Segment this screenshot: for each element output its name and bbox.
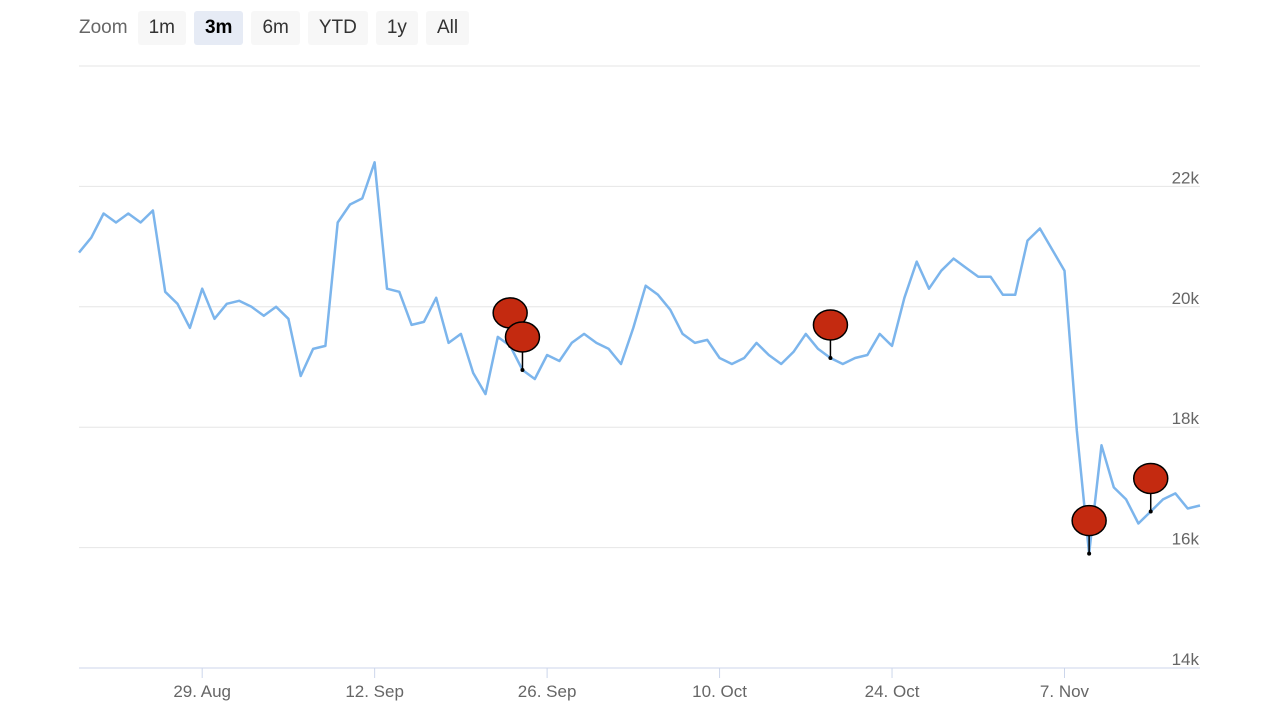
y-tick-label: 18k (1172, 409, 1200, 428)
flag-marker (504, 321, 541, 373)
x-tick-label: 24. Oct (865, 682, 920, 701)
zoom-ytd-button[interactable]: YTD (307, 11, 368, 45)
zoom-6m-button[interactable]: 6m (251, 11, 300, 45)
flag-head (1132, 462, 1169, 495)
flag-head (1071, 504, 1107, 537)
range-selector: Zoom 1m 3m 6m YTD 1y All (79, 10, 477, 46)
axes: 14k 16k 18k 20k 22k 29. Aug 12. Sep 26. Sep 10. … (79, 168, 1200, 701)
flag-anchor (828, 355, 833, 360)
y-tick-label: 20k (1172, 289, 1200, 308)
price-series (78, 161, 1201, 555)
x-tick-label: 29. Aug (173, 682, 231, 701)
flag-marker (812, 309, 849, 360)
flag-markers (492, 297, 1169, 556)
zoom-3m-button[interactable]: 3m (193, 11, 244, 45)
flag-head (812, 309, 849, 341)
y-tick-label: 22k (1172, 168, 1200, 187)
flag-marker (1132, 462, 1169, 514)
flag-anchor (1087, 551, 1092, 556)
price-line (78, 161, 1201, 555)
zoom-1m-button[interactable]: 1m (137, 11, 186, 45)
x-tick-label: 12. Sep (345, 682, 404, 701)
flag-marker (1071, 504, 1107, 556)
flag-anchor (520, 368, 525, 373)
flag-head (504, 321, 541, 353)
y-tick-label: 16k (1172, 530, 1200, 549)
x-tick-label: 7. Nov (1040, 682, 1090, 701)
zoom-label: Zoom (79, 17, 128, 38)
flag-anchor (1148, 509, 1153, 514)
x-tick-label: 26. Sep (518, 682, 577, 701)
y-tick-label: 14k (1172, 650, 1200, 669)
zoom-1y-button[interactable]: 1y (375, 11, 418, 45)
x-tick-label: 10. Oct (692, 682, 747, 701)
zoom-all-button[interactable]: All (425, 11, 470, 45)
